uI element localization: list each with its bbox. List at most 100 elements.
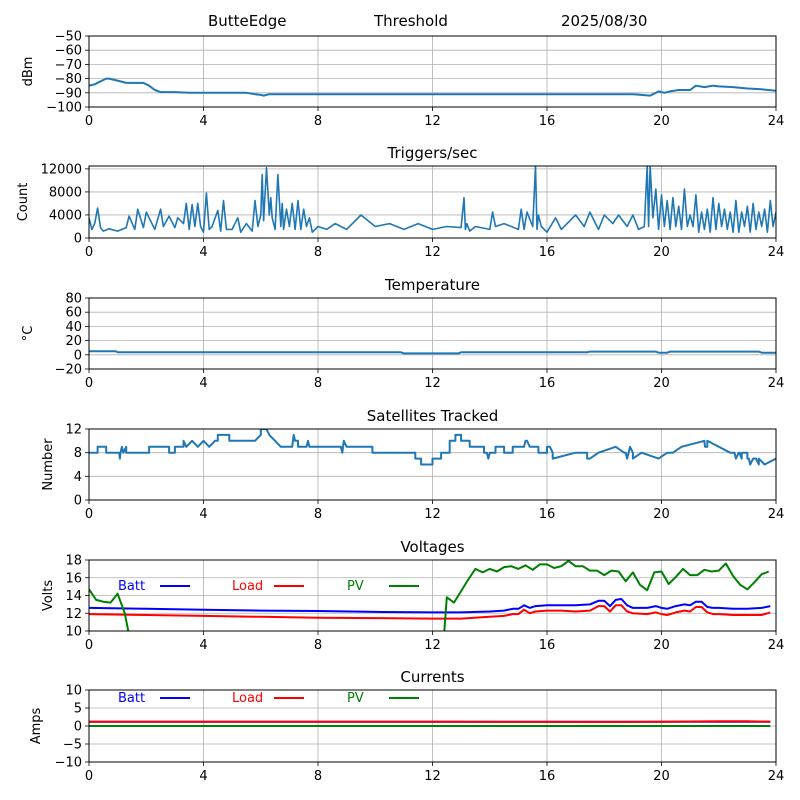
x-tick-label: 20 bbox=[653, 376, 670, 391]
series-load-line bbox=[89, 604, 771, 620]
y-axis-label: Count bbox=[16, 183, 31, 222]
y-tick-label: −20 bbox=[55, 363, 82, 378]
y-tick-label: 0 bbox=[74, 348, 82, 363]
header-station: ButteEdge bbox=[208, 12, 287, 30]
y-tick-label: 18 bbox=[65, 554, 82, 569]
y-tick-label: −5 bbox=[63, 738, 82, 753]
x-tick-label: 20 bbox=[653, 638, 670, 653]
y-axis-label: Amps bbox=[29, 707, 44, 744]
series-satellites-line bbox=[89, 429, 776, 466]
panel-rssi: 0 4 8 12 16 20 24 −50−60−70−80−90−100 dBm bbox=[21, 30, 784, 130]
x-tick-label: 8 bbox=[314, 769, 322, 784]
y-tick-label: 0 bbox=[74, 494, 82, 509]
y-tick-label: 10 bbox=[65, 625, 82, 640]
y-axis-label: Volts bbox=[41, 580, 56, 612]
x-tick-label: 12 bbox=[424, 376, 441, 391]
x-tick-label: 20 bbox=[653, 245, 670, 260]
plot-frame bbox=[88, 559, 777, 632]
y-tick-label: 4000 bbox=[49, 208, 82, 223]
panel-currents: 0 4 8 12 16 20 24 10 5 0 −5 −10 Currents Amps Batt Load… bbox=[29, 668, 784, 784]
x-tick-label: 4 bbox=[199, 376, 207, 391]
series-triggers-line bbox=[89, 166, 776, 233]
x-tick-label: 0 bbox=[85, 769, 93, 784]
y-tick-label: 80 bbox=[65, 292, 82, 307]
x-tick-label: 4 bbox=[199, 245, 207, 260]
series-batt-line bbox=[89, 598, 771, 614]
y-tick-label: 12 bbox=[65, 423, 82, 438]
y-tick-label: 4 bbox=[74, 470, 82, 485]
x-tick-label: 24 bbox=[768, 507, 785, 522]
panel-title: Voltages bbox=[400, 538, 464, 556]
y-axis-label: °C bbox=[21, 326, 36, 342]
y-tick-label: 60 bbox=[65, 306, 82, 321]
y-tick-label: 16 bbox=[65, 571, 82, 586]
x-tick-label: 8 bbox=[314, 114, 322, 129]
y-tick-label: 10 bbox=[65, 684, 82, 699]
panel-title: Triggers/sec bbox=[387, 144, 478, 162]
x-tick-label: 16 bbox=[539, 114, 556, 129]
x-tick-label: 16 bbox=[539, 638, 556, 653]
plot-frame bbox=[88, 35, 777, 108]
x-tick-label: 0 bbox=[85, 638, 93, 653]
x-tick-label: 0 bbox=[85, 507, 93, 522]
y-tick-label: 0 bbox=[74, 720, 82, 735]
x-tick-label: 16 bbox=[539, 245, 556, 260]
y-tick-label: −10 bbox=[55, 756, 82, 771]
x-tick-label: 24 bbox=[768, 114, 785, 129]
x-tick-label: 24 bbox=[768, 769, 785, 784]
x-tick-label: 16 bbox=[539, 376, 556, 391]
x-tick-label: 4 bbox=[199, 507, 207, 522]
y-tick-label: 8000 bbox=[49, 185, 82, 200]
panel-voltages: 0 4 8 12 16 20 24 18 16 14 12 10 Voltages Volts Batt Lo… bbox=[41, 538, 784, 653]
y-tick-label: −100 bbox=[46, 101, 82, 116]
x-tick-label: 12 bbox=[424, 638, 441, 653]
x-tick-label: 24 bbox=[768, 245, 785, 260]
panel-title: Satellites Tracked bbox=[367, 407, 498, 425]
x-tick-label: 4 bbox=[199, 638, 207, 653]
y-tick-label: −70 bbox=[55, 58, 82, 73]
legend-batt-label: Batt bbox=[118, 579, 145, 594]
header-mode: Threshold bbox=[373, 12, 448, 30]
plot-frame bbox=[88, 428, 777, 501]
y-tick-label: 40 bbox=[65, 320, 82, 335]
x-tick-label: 8 bbox=[314, 638, 322, 653]
x-tick-label: 24 bbox=[768, 376, 785, 391]
legend-pv-label: PV bbox=[347, 691, 364, 706]
y-tick-label: −50 bbox=[55, 30, 82, 45]
series-pv-line bbox=[89, 560, 770, 631]
panel-triggers: 0 4 8 12 16 20 24 0 4000 8000 12000 Triggers/sec Cou… bbox=[16, 144, 784, 260]
x-tick-label: 20 bbox=[653, 114, 670, 129]
y-axis-label: Number bbox=[41, 438, 56, 491]
x-tick-label: 8 bbox=[314, 245, 322, 260]
y-tick-label: 12000 bbox=[41, 162, 82, 177]
y-tick-label: 14 bbox=[65, 589, 82, 604]
x-tick-label: 16 bbox=[539, 507, 556, 522]
y-tick-label: 0 bbox=[74, 232, 82, 247]
panel-title: Temperature bbox=[384, 276, 480, 294]
series-load-line bbox=[89, 720, 771, 723]
x-tick-label: 12 bbox=[424, 114, 441, 129]
x-tick-label: 12 bbox=[424, 245, 441, 260]
x-tick-label: 0 bbox=[85, 114, 93, 129]
x-tick-label: 8 bbox=[314, 376, 322, 391]
x-tick-label: 12 bbox=[424, 769, 441, 784]
x-tick-label: 16 bbox=[539, 769, 556, 784]
panel-satellites: 0 4 8 12 16 20 24 12 8 4 0 Satellites Tracked Number bbox=[41, 407, 784, 522]
y-tick-label: −90 bbox=[55, 86, 82, 101]
y-tick-label: 5 bbox=[74, 702, 82, 717]
x-tick-label: 20 bbox=[653, 507, 670, 522]
x-tick-label: 4 bbox=[199, 114, 207, 129]
legend-pv-label: PV bbox=[347, 579, 364, 594]
panel-title: Currents bbox=[400, 668, 464, 686]
legend-batt-label: Batt bbox=[118, 691, 145, 706]
x-tick-label: 4 bbox=[199, 769, 207, 784]
legend-load-label: Load bbox=[232, 579, 263, 594]
x-tick-label: 24 bbox=[768, 638, 785, 653]
y-axis-label: dBm bbox=[21, 57, 36, 87]
x-tick-label: 0 bbox=[85, 376, 93, 391]
y-tick-label: 12 bbox=[65, 607, 82, 622]
x-tick-label: 0 bbox=[85, 245, 93, 260]
x-tick-label: 20 bbox=[653, 769, 670, 784]
series-temperature-line bbox=[89, 350, 776, 355]
